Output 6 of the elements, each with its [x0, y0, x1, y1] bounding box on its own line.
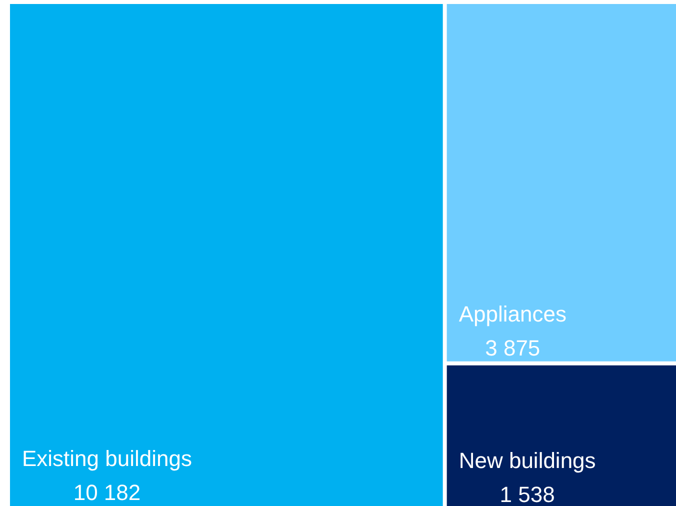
category-label: Existing buildings	[22, 446, 192, 471]
data-label: 1 538	[500, 482, 555, 506]
data-label: 10 182	[73, 480, 141, 505]
data-label: 3 875	[485, 335, 540, 360]
category-label: Appliances	[458, 301, 566, 326]
category-label: New buildings	[458, 448, 596, 473]
